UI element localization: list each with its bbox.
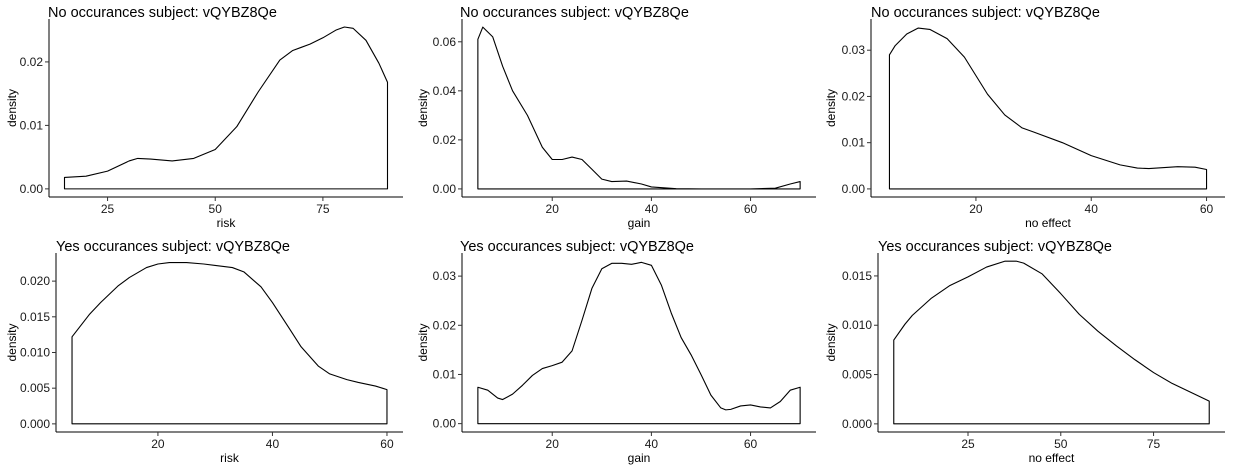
y-tick-label: 0.02	[842, 89, 866, 103]
y-tick-label: 0.00	[433, 417, 457, 431]
x-axis-label: no effect	[1025, 216, 1071, 230]
y-axis-label: density	[5, 89, 19, 127]
x-tick-label: 75	[1147, 437, 1161, 451]
y-tick-label: 0.015	[842, 269, 872, 283]
y-tick-label: 0.03	[842, 43, 866, 57]
y-tick-label: 0.015	[20, 310, 50, 324]
x-tick-label: 40	[1085, 202, 1099, 216]
x-tick-label: 60	[744, 202, 758, 216]
x-tick-label: 40	[645, 437, 659, 451]
y-tick-label: 0.03	[433, 269, 457, 283]
y-axis-label: density	[5, 323, 19, 361]
x-tick-label: 40	[266, 437, 280, 451]
x-axis-label: gain	[628, 216, 651, 230]
y-tick-label: 0.010	[842, 318, 872, 332]
y-axis-label: density	[416, 89, 430, 127]
y-tick-label: 0.01	[433, 367, 457, 381]
y-tick-label: 0.020	[20, 274, 50, 288]
y-tick-label: 0.01	[20, 118, 44, 132]
x-tick-label: 60	[380, 437, 394, 451]
x-tick-label: 20	[969, 202, 983, 216]
density-curve	[477, 261, 801, 425]
x-tick-label: 60	[1200, 202, 1214, 216]
density-curve	[477, 26, 801, 190]
x-axis-label: gain	[628, 451, 651, 465]
x-tick-label: 50	[1054, 437, 1068, 451]
x-axis-label: no effect	[1029, 451, 1075, 465]
y-axis-label: density	[824, 89, 838, 127]
x-axis-label: risk	[217, 216, 237, 230]
density-panel-yes-gain: Yes occurances subject: vQYBZ8Qe 20 40 60 0.…	[416, 239, 816, 465]
chart-title: Yes occurances subject: vQYBZ8Qe	[460, 239, 694, 255]
chart-title: No occurances subject: vQYBZ8Qe	[871, 5, 1100, 21]
y-tick-label: 0.02	[433, 133, 457, 147]
x-tick-label: 60	[744, 437, 758, 451]
y-tick-label: 0.000	[20, 417, 50, 431]
density-curve	[71, 262, 388, 425]
y-tick-label: 0.000	[842, 417, 872, 431]
y-tick-label: 0.00	[433, 182, 457, 196]
x-tick-label: 75	[316, 202, 330, 216]
density-panel-no-risk: No occurances subject: vQYBZ8Qe 25 50 75 0.0…	[5, 5, 403, 230]
x-tick-label: 20	[151, 437, 165, 451]
x-tick-label: 40	[645, 202, 659, 216]
y-tick-label: 0.00	[20, 182, 44, 196]
x-tick-label: 20	[546, 437, 560, 451]
density-curve	[893, 260, 1210, 425]
chart-title: No occurances subject: vQYBZ8Qe	[48, 5, 277, 21]
x-tick-label: 50	[209, 202, 223, 216]
y-tick-label: 0.02	[433, 318, 457, 332]
y-tick-label: 0.00	[842, 182, 866, 196]
y-tick-label: 0.01	[842, 136, 866, 150]
density-curve	[888, 27, 1208, 190]
y-tick-label: 0.005	[842, 368, 872, 382]
y-tick-label: 0.005	[20, 381, 50, 395]
density-panel-no-gain: No occurances subject: vQYBZ8Qe 20 40 60 0.0…	[416, 5, 816, 230]
chart-title: No occurances subject: vQYBZ8Qe	[460, 5, 689, 21]
y-tick-label: 0.010	[20, 345, 50, 359]
x-tick-label: 25	[101, 202, 115, 216]
y-tick-label: 0.02	[20, 55, 44, 69]
density-panel-yes-risk: Yes occurances subject: vQYBZ8Qe 20 40 60 0.…	[5, 239, 403, 465]
density-panel-yes-noeffect: Yes occurances subject: vQYBZ8Qe 25 50 75 0.…	[824, 239, 1225, 465]
density-curve	[63, 26, 389, 190]
y-axis-label: density	[416, 323, 430, 361]
density-panel-no-noeffect: No occurances subject: vQYBZ8Qe 20 40 60 0.0…	[824, 5, 1225, 230]
y-axis-label: density	[824, 323, 838, 361]
x-tick-label: 20	[546, 202, 560, 216]
y-tick-label: 0.06	[433, 35, 457, 49]
chart-title: Yes occurances subject: vQYBZ8Qe	[878, 239, 1112, 255]
x-tick-label: 25	[961, 437, 975, 451]
x-axis-label: risk	[220, 451, 240, 465]
chart-title: Yes occurances subject: vQYBZ8Qe	[56, 239, 290, 255]
y-tick-label: 0.04	[433, 84, 457, 98]
